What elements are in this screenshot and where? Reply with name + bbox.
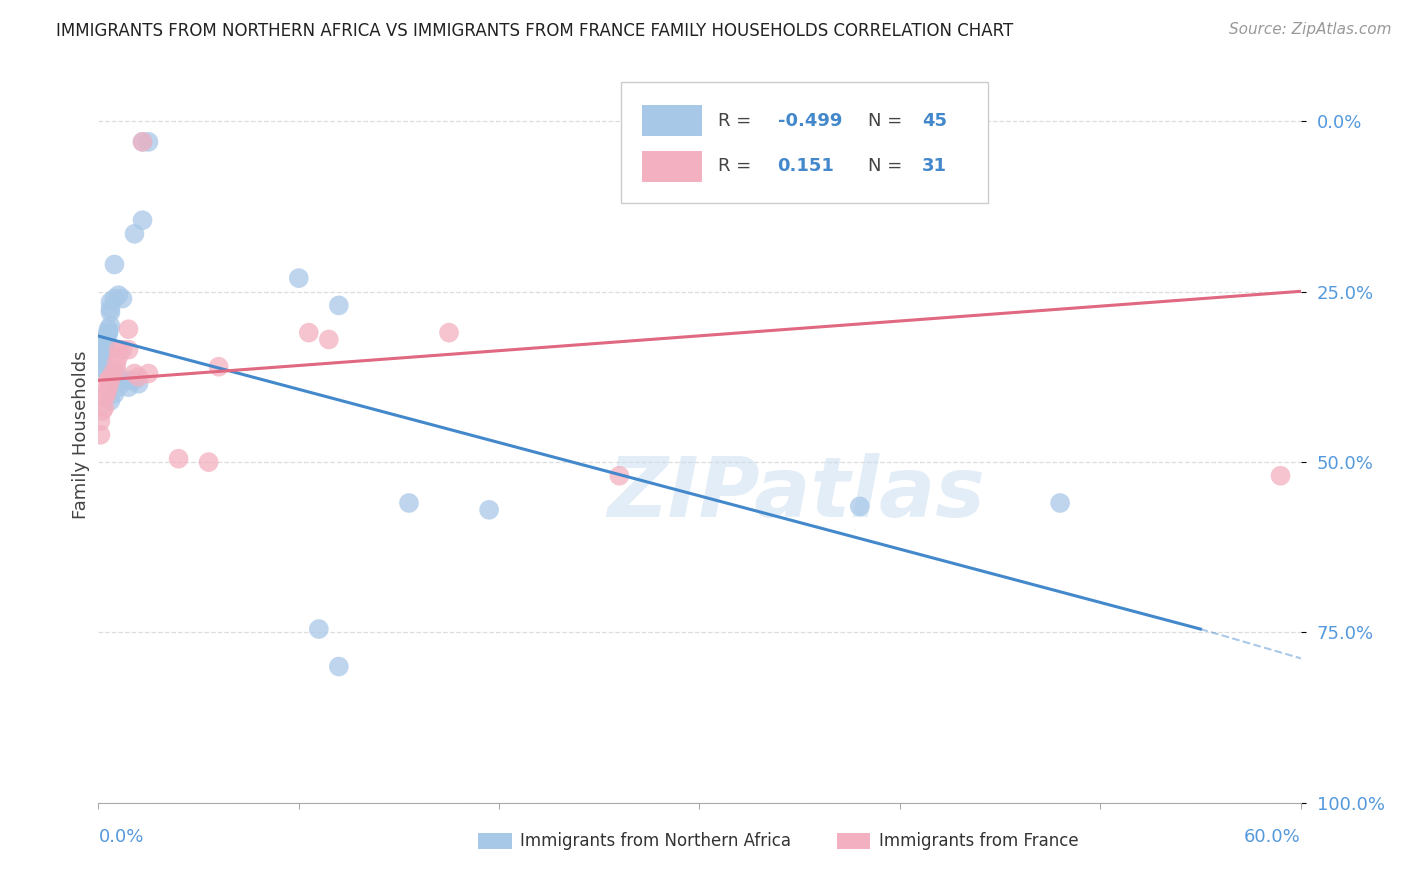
- Point: [128, 376, 150, 391]
- Point: [167, 451, 190, 466]
- Text: 0.151: 0.151: [778, 157, 835, 175]
- Y-axis label: Family Households: Family Households: [72, 351, 90, 519]
- Point: [103, 367, 125, 381]
- Point: [100, 301, 122, 316]
- Point: [97, 326, 120, 340]
- Text: R =: R =: [717, 112, 756, 129]
- Point: [89, 359, 111, 374]
- Point: [96, 380, 118, 394]
- Point: [111, 343, 134, 357]
- Point: [197, 455, 219, 469]
- Point: [93, 339, 115, 353]
- Point: [97, 373, 120, 387]
- Point: [208, 359, 231, 374]
- Point: [124, 373, 146, 387]
- Point: [105, 363, 128, 377]
- Point: [128, 370, 150, 384]
- FancyBboxPatch shape: [621, 82, 988, 203]
- Point: [89, 356, 111, 370]
- Point: [328, 659, 350, 673]
- Point: [107, 370, 129, 384]
- Point: [101, 367, 124, 381]
- Point: [96, 387, 118, 401]
- Point: [100, 393, 122, 408]
- Point: [107, 288, 129, 302]
- Point: [93, 401, 115, 415]
- Point: [93, 390, 115, 404]
- Text: 31: 31: [922, 157, 946, 175]
- Point: [478, 503, 501, 517]
- Point: [1270, 468, 1292, 483]
- Point: [138, 367, 160, 381]
- Point: [89, 352, 111, 367]
- Point: [298, 326, 321, 340]
- Text: Immigrants from France: Immigrants from France: [879, 832, 1078, 850]
- Point: [111, 292, 134, 306]
- Point: [117, 343, 139, 357]
- Point: [89, 414, 111, 428]
- Point: [131, 135, 153, 149]
- Point: [117, 380, 139, 394]
- Point: [96, 329, 118, 343]
- Point: [107, 350, 129, 364]
- Point: [138, 135, 160, 149]
- Point: [93, 335, 115, 350]
- Point: [105, 356, 128, 370]
- Point: [107, 380, 129, 394]
- Point: [117, 322, 139, 336]
- Point: [124, 227, 146, 241]
- Point: [89, 363, 111, 377]
- Point: [117, 373, 139, 387]
- Text: N =: N =: [868, 157, 908, 175]
- Point: [100, 373, 122, 387]
- Point: [100, 305, 122, 319]
- Point: [96, 333, 118, 347]
- Text: IMMIGRANTS FROM NORTHERN AFRICA VS IMMIGRANTS FROM FRANCE FAMILY HOUSEHOLDS CORR: IMMIGRANTS FROM NORTHERN AFRICA VS IMMIG…: [56, 22, 1014, 40]
- Point: [100, 295, 122, 310]
- Point: [124, 367, 146, 381]
- Point: [100, 318, 122, 333]
- Point: [97, 326, 120, 340]
- Text: Immigrants from Northern Africa: Immigrants from Northern Africa: [520, 832, 792, 850]
- Bar: [641, 151, 702, 182]
- Point: [103, 292, 125, 306]
- Point: [97, 373, 120, 387]
- Point: [131, 135, 153, 149]
- Point: [91, 346, 114, 360]
- Point: [1049, 496, 1071, 510]
- Text: N =: N =: [868, 112, 908, 129]
- Point: [849, 500, 872, 514]
- Text: 45: 45: [922, 112, 946, 129]
- Point: [131, 213, 153, 227]
- Point: [107, 343, 129, 357]
- Point: [103, 387, 125, 401]
- Point: [97, 322, 120, 336]
- Text: 0.0%: 0.0%: [98, 828, 143, 846]
- Point: [103, 258, 125, 272]
- Text: ZIPatlas: ZIPatlas: [607, 453, 984, 534]
- Bar: [641, 105, 702, 136]
- Text: -0.499: -0.499: [778, 112, 842, 129]
- Text: Source: ZipAtlas.com: Source: ZipAtlas.com: [1229, 22, 1392, 37]
- Point: [91, 352, 114, 367]
- Text: 60.0%: 60.0%: [1244, 828, 1301, 846]
- Point: [91, 404, 114, 418]
- Point: [609, 468, 631, 483]
- Point: [93, 333, 115, 347]
- Text: R =: R =: [717, 157, 756, 175]
- Point: [328, 298, 350, 312]
- Point: [398, 496, 420, 510]
- Point: [437, 326, 460, 340]
- Point: [288, 271, 311, 285]
- Point: [96, 333, 118, 347]
- Point: [97, 380, 120, 394]
- Point: [91, 339, 114, 353]
- Point: [318, 333, 340, 347]
- Point: [89, 428, 111, 442]
- Point: [308, 622, 330, 636]
